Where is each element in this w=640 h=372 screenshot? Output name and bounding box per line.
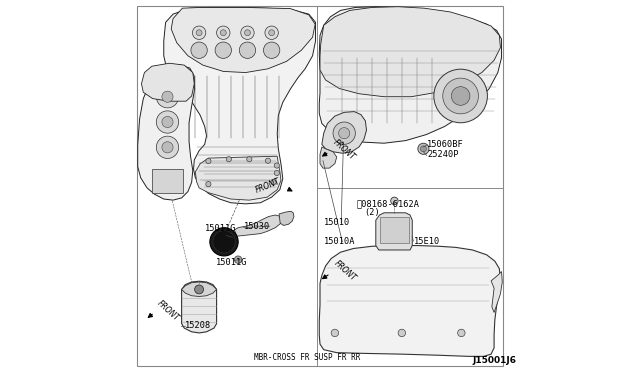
- Polygon shape: [195, 156, 281, 200]
- Circle shape: [420, 146, 426, 152]
- Polygon shape: [172, 7, 315, 73]
- Circle shape: [206, 182, 211, 187]
- Circle shape: [434, 69, 488, 123]
- Circle shape: [458, 329, 465, 337]
- Text: 15010A: 15010A: [324, 237, 355, 246]
- Text: 15208: 15208: [186, 321, 212, 330]
- Circle shape: [246, 157, 252, 162]
- Circle shape: [244, 30, 250, 36]
- Circle shape: [418, 143, 429, 154]
- Polygon shape: [164, 7, 316, 204]
- Circle shape: [162, 116, 173, 128]
- Circle shape: [162, 142, 173, 153]
- Circle shape: [271, 180, 276, 185]
- Circle shape: [265, 26, 278, 39]
- Circle shape: [195, 285, 204, 294]
- Circle shape: [227, 157, 232, 162]
- Circle shape: [206, 158, 211, 164]
- Polygon shape: [376, 213, 412, 250]
- Text: J15001J6: J15001J6: [472, 356, 516, 365]
- Text: FRONT: FRONT: [331, 138, 356, 161]
- Circle shape: [339, 128, 349, 139]
- Circle shape: [191, 42, 207, 58]
- Text: 25240P: 25240P: [427, 150, 459, 159]
- Circle shape: [220, 30, 227, 36]
- Circle shape: [162, 91, 173, 102]
- Circle shape: [241, 26, 254, 39]
- Polygon shape: [320, 147, 337, 168]
- Text: Ⓝ08168-6162A: Ⓝ08168-6162A: [356, 199, 419, 208]
- Circle shape: [239, 42, 255, 58]
- Circle shape: [234, 256, 242, 263]
- Polygon shape: [320, 7, 500, 97]
- Circle shape: [398, 329, 406, 337]
- Circle shape: [216, 26, 230, 39]
- Polygon shape: [182, 281, 216, 333]
- Circle shape: [266, 158, 271, 163]
- Circle shape: [213, 231, 235, 253]
- Circle shape: [156, 136, 179, 158]
- Circle shape: [390, 197, 398, 205]
- Text: 15030: 15030: [244, 222, 270, 231]
- Polygon shape: [138, 65, 195, 200]
- Circle shape: [156, 111, 179, 133]
- Text: 15011G: 15011G: [205, 224, 236, 233]
- Text: 15E10: 15E10: [413, 237, 440, 246]
- Polygon shape: [182, 282, 216, 296]
- Polygon shape: [141, 63, 195, 101]
- Bar: [380, 217, 410, 243]
- Circle shape: [331, 329, 339, 337]
- Polygon shape: [279, 211, 294, 225]
- Circle shape: [443, 78, 479, 114]
- Circle shape: [275, 163, 280, 168]
- Text: FRONT: FRONT: [254, 177, 282, 195]
- Circle shape: [210, 228, 238, 256]
- Text: 15010: 15010: [324, 218, 350, 227]
- Text: 15011G: 15011G: [216, 258, 247, 267]
- Polygon shape: [234, 215, 282, 236]
- Circle shape: [269, 30, 275, 36]
- Text: (2): (2): [364, 208, 380, 217]
- Circle shape: [193, 26, 206, 39]
- Polygon shape: [322, 112, 367, 153]
- Text: FRONT: FRONT: [333, 259, 358, 283]
- Text: MBR-CROSS FR SUSP FR RR: MBR-CROSS FR SUSP FR RR: [254, 353, 360, 362]
- Circle shape: [215, 42, 232, 58]
- Circle shape: [264, 42, 280, 58]
- Circle shape: [333, 122, 355, 144]
- Text: 15060BF: 15060BF: [427, 140, 464, 149]
- Circle shape: [196, 30, 202, 36]
- Circle shape: [451, 87, 470, 105]
- Polygon shape: [319, 246, 500, 356]
- Text: FRONT: FRONT: [156, 299, 181, 323]
- Polygon shape: [491, 272, 502, 312]
- Bar: [152, 169, 184, 193]
- Circle shape: [275, 170, 280, 176]
- Circle shape: [156, 86, 179, 108]
- Polygon shape: [319, 7, 502, 143]
